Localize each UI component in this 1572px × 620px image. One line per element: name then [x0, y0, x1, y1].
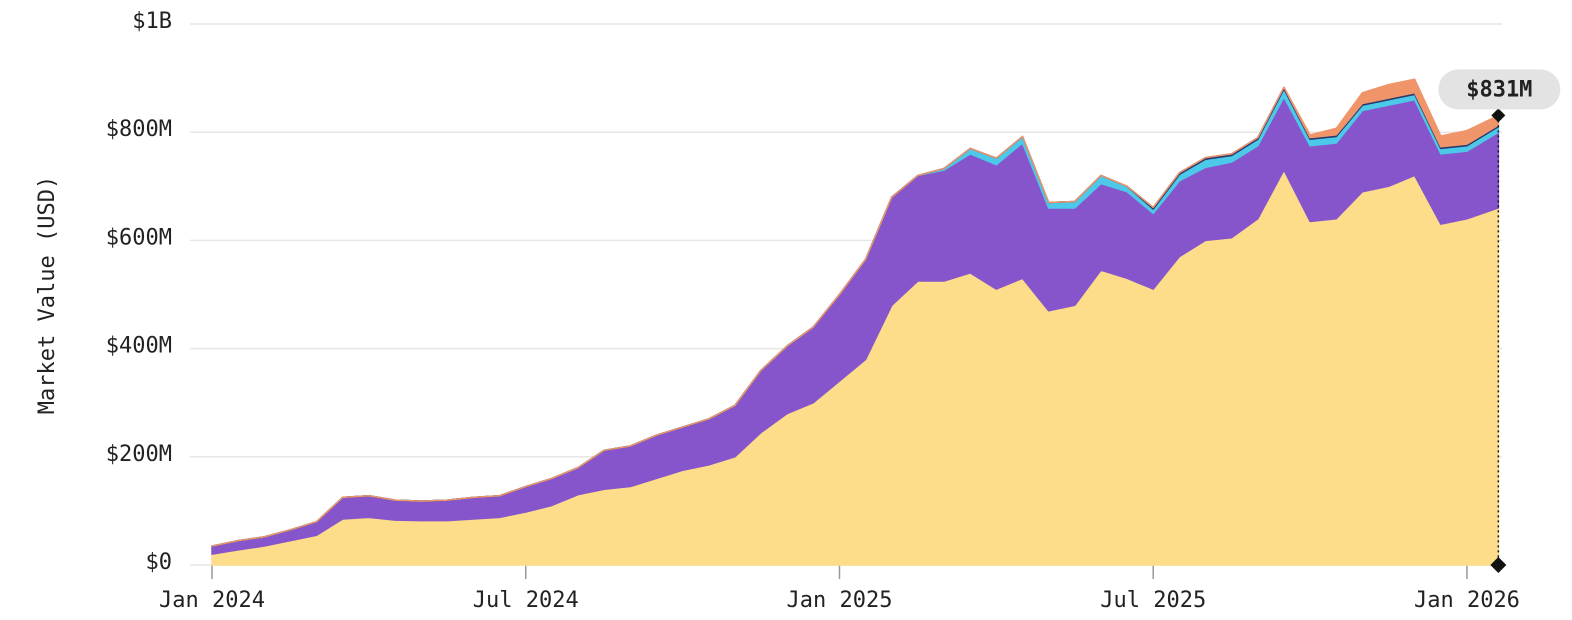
- x-tick-label: Jul 2025: [1100, 588, 1206, 613]
- end-marker: [1491, 108, 1506, 123]
- end-marker: [1490, 557, 1507, 573]
- y-tick-label: $1B: [132, 9, 172, 34]
- annotation: $831M: [1466, 77, 1532, 102]
- y-tick-label: $200M: [106, 442, 172, 467]
- x-tick-label: Jan 2026: [1414, 588, 1520, 613]
- x-tick-label: Jul 2024: [473, 588, 579, 613]
- y-tick-label: $0: [146, 550, 173, 575]
- annotation-bubble: [1438, 69, 1561, 110]
- y-axis-label: Market Value (USD): [35, 176, 60, 414]
- x-tick-label: Jan 2025: [786, 588, 892, 613]
- y-tick-label: $400M: [106, 334, 172, 359]
- y-tick-label: $800M: [106, 117, 172, 142]
- y-tick-label: $600M: [106, 225, 172, 250]
- x-tick-label: Jan 2024: [159, 588, 265, 613]
